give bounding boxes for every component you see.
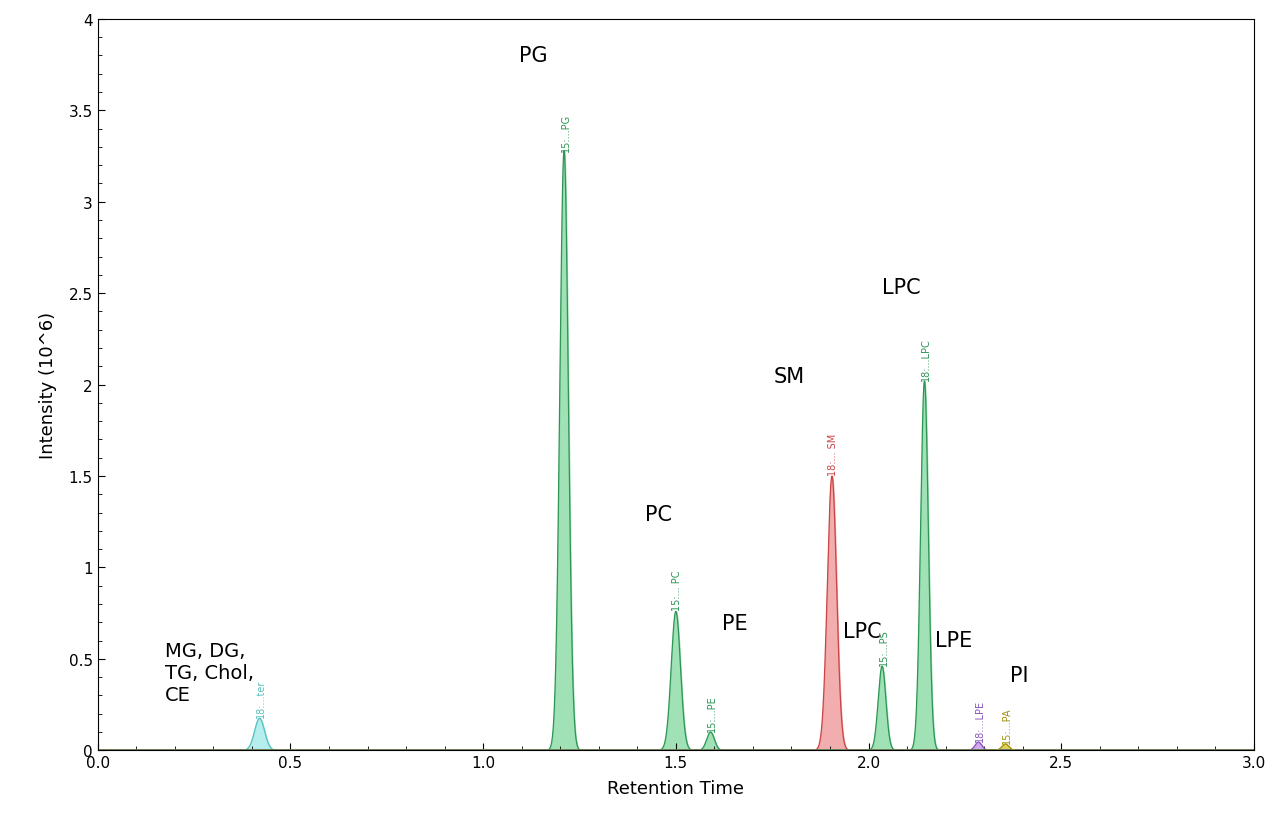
X-axis label: Retention Time: Retention Time (607, 778, 745, 796)
Text: PG: PG (518, 45, 548, 65)
Text: MG, DG,
TG, Chol,
CE: MG, DG, TG, Chol, CE (165, 641, 255, 704)
Text: 15:...PS: 15:...PS (878, 629, 888, 666)
Text: 18:...LPE: 18:...LPE (975, 700, 984, 741)
Y-axis label: Intensity (10^6): Intensity (10^6) (40, 312, 58, 459)
Text: LPE: LPE (934, 630, 972, 650)
Text: SM: SM (774, 367, 805, 387)
Text: LPC: LPC (882, 278, 920, 298)
Text: LPC: LPC (844, 621, 882, 641)
Text: PI: PI (1010, 665, 1028, 685)
Text: 18:...ter: 18:...ter (256, 679, 266, 718)
Text: 15:...PA: 15:...PA (1002, 706, 1012, 743)
Text: 15:...PE: 15:...PE (707, 695, 717, 731)
Text: 15:...PG: 15:...PG (561, 113, 571, 151)
Text: PC: PC (645, 504, 672, 524)
Text: 18:...LPC: 18:...LPC (922, 338, 931, 380)
Text: 18:... SM: 18:... SM (828, 433, 838, 476)
Text: 15:... PC: 15:... PC (672, 571, 682, 610)
Text: PE: PE (722, 614, 748, 633)
